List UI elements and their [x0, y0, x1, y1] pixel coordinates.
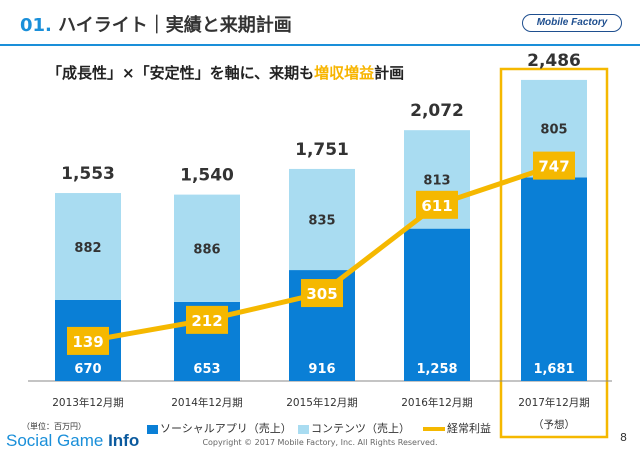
- legend-item-contents: コンテンツ（売上）: [298, 420, 410, 436]
- subtitle-highlight: 増収増益: [314, 64, 375, 82]
- legend-item-social-apps: ソーシャルアプリ（売上）: [147, 420, 292, 436]
- data-label-contents: 886: [193, 243, 220, 258]
- data-label-social-apps: 653: [193, 362, 220, 377]
- data-label-social-apps: 670: [74, 362, 101, 377]
- company-logo: Mobile Factory: [522, 14, 622, 32]
- bar-social-apps: [404, 228, 470, 381]
- data-label-contents: 813: [423, 173, 450, 188]
- marker-ordinary-profit: [533, 151, 575, 180]
- x-tick-label: 2014年12月期: [171, 396, 243, 409]
- watermark-brand: Social Game Info: [6, 431, 139, 451]
- data-label-ordinary-profit: 212: [191, 312, 222, 330]
- brand-part-b: Info: [108, 431, 140, 450]
- total-label: 1,540: [180, 166, 234, 186]
- total-label: 2,486: [527, 51, 581, 71]
- total-label: 1,751: [295, 140, 349, 160]
- section-title: ハイライト｜実績と来期計画: [58, 15, 292, 36]
- page-number: 8: [620, 431, 627, 444]
- bar-contents: [289, 168, 355, 271]
- data-label-ordinary-profit: 139: [72, 333, 103, 351]
- page-title: 01. ハイライト｜実績と来期計画: [20, 11, 292, 37]
- x-tick-label: 2017年12月期: [518, 396, 590, 409]
- forecast-frame: [499, 67, 609, 439]
- header: 01. ハイライト｜実績と来期計画 Mobile Factory: [0, 0, 640, 46]
- data-label-ordinary-profit: 611: [421, 197, 452, 215]
- total-label: 1,553: [61, 164, 115, 184]
- marker-ordinary-profit: [67, 326, 109, 355]
- header-divider: [0, 44, 640, 46]
- bar-contents: [55, 193, 121, 300]
- unit-note: （単位：百万円）: [22, 422, 86, 431]
- x-tick-label: 2013年12月期: [52, 396, 124, 409]
- marker-ordinary-profit: [416, 190, 458, 219]
- marker-ordinary-profit: [301, 279, 343, 308]
- x-tick-label: 2016年12月期: [401, 396, 473, 409]
- data-label-ordinary-profit: 305: [306, 285, 337, 303]
- forecast-note: （予想）: [533, 418, 575, 431]
- legend-swatch-contents: [298, 424, 309, 434]
- data-label-social-apps: 1,258: [416, 362, 457, 377]
- copyright: Copyright © 2017 Mobile Factory, Inc. Al…: [202, 438, 438, 447]
- total-label: 2,072: [410, 101, 464, 121]
- data-label-social-apps: 916: [308, 362, 335, 377]
- legend-item-ordinary-profit: 経常利益: [423, 420, 491, 436]
- data-label-social-apps: 1,681: [533, 362, 574, 377]
- legend-label-ordinary-profit: 経常利益: [447, 422, 491, 435]
- data-label-contents: 835: [308, 214, 335, 229]
- bar-social-apps: [521, 177, 587, 381]
- subtitle-part2: 計画: [374, 64, 405, 82]
- legend-label-contents: コンテンツ（売上）: [311, 422, 410, 435]
- section-number: 01.: [20, 15, 52, 36]
- subtitle-part1: 「成長性」×「安定性」を軸に、来期も: [47, 64, 315, 82]
- legend-swatch-ordinary-profit: [423, 427, 445, 431]
- data-label-contents: 882: [74, 241, 101, 256]
- slide-subtitle: 「成長性」×「安定性」を軸に、来期も増収増益計画: [47, 62, 404, 83]
- marker-ordinary-profit: [186, 305, 228, 334]
- bar-contents: [174, 194, 240, 302]
- data-label-ordinary-profit: 747: [538, 158, 569, 176]
- legend-swatch-social-apps: [147, 424, 158, 434]
- x-tick-label: 2015年12月期: [286, 396, 358, 409]
- data-label-contents: 805: [540, 123, 567, 138]
- legend-label-social-apps: ソーシャルアプリ（売上）: [160, 422, 292, 435]
- brand-part-a: Social Game: [6, 431, 104, 450]
